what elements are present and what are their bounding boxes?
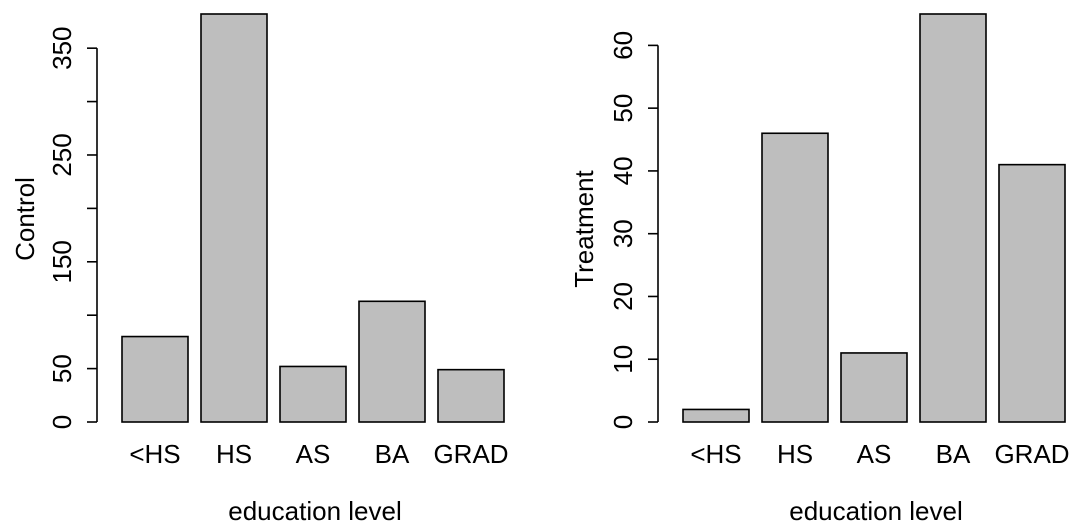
category-label: BA <box>375 439 410 469</box>
y-axis-title: Treatment <box>569 169 599 287</box>
x-axis-title: education level <box>228 496 401 523</box>
bar-ba <box>358 300 426 423</box>
y-tick-label: 40 <box>608 156 638 185</box>
bar-hs <box>682 408 750 423</box>
control-chart-panel: <HS HS AS BA GRAD 0 50 150 250 350 education level… <box>10 13 509 523</box>
bar-hs <box>200 13 268 423</box>
x-axis-title: education level <box>789 496 962 523</box>
category-label: <HS <box>129 439 180 469</box>
category-label: <HS <box>690 439 741 469</box>
category-label: GRAD <box>433 439 508 469</box>
y-tick-label: 0 <box>608 415 638 429</box>
category-label: HS <box>777 439 813 469</box>
y-tick-label: 30 <box>608 219 638 248</box>
category-label: BA <box>936 439 971 469</box>
y-axis-title: Control <box>10 177 40 261</box>
treatment-chart-panel: <HS HS AS BA GRAD 0 10 20 30 40 50 60 education leve… <box>569 13 1070 523</box>
y-tick-label: 20 <box>608 282 638 311</box>
y-tick-label: 50 <box>47 354 77 383</box>
y-tick-label: 250 <box>47 133 77 176</box>
bar-as <box>279 365 347 423</box>
y-tick-label: 10 <box>608 345 638 374</box>
bar-hs <box>761 132 829 423</box>
bar-ba <box>919 13 987 423</box>
y-tick-label: 0 <box>47 415 77 429</box>
category-label: AS <box>857 439 892 469</box>
bar-as <box>840 352 908 423</box>
bar-grad <box>437 368 505 423</box>
category-label: AS <box>296 439 331 469</box>
y-tick-label: 60 <box>608 31 638 60</box>
bar-grad <box>998 163 1066 423</box>
bar-hs <box>121 335 189 423</box>
y-tick-label: 50 <box>608 94 638 123</box>
y-tick-label: 350 <box>47 26 77 69</box>
y-tick-label: 150 <box>47 240 77 283</box>
category-label: GRAD <box>994 439 1069 469</box>
category-label: HS <box>216 439 252 469</box>
